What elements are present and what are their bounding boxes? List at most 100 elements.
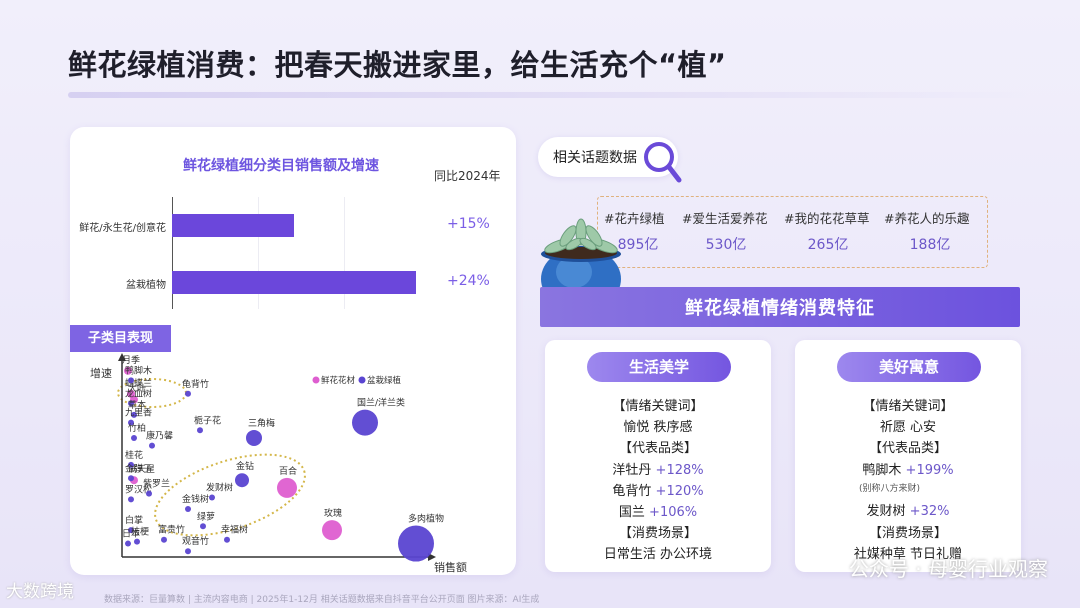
page-title: 鲜花绿植消费：把春天搬进家里，给生活充个“植” (68, 48, 727, 82)
bubble (224, 536, 230, 543)
bubble-label: 观音竹 (182, 535, 209, 547)
bubble (146, 490, 152, 497)
bar-growth-label: +15% (447, 216, 490, 232)
bubble-label: 金弹子 (125, 462, 152, 474)
y-axis-arrow (118, 353, 126, 361)
bubble (197, 427, 203, 434)
topic-count: 188亿 (909, 237, 951, 253)
bubble (149, 442, 155, 449)
product-row: 发财树 +32% (795, 500, 1021, 519)
bubble-label: 桔梗 (131, 526, 149, 538)
product-name: 龟背竹 (612, 484, 652, 499)
product-name: 发财树 (866, 504, 906, 519)
keyword-values: 祈愿 心安 (879, 420, 937, 435)
bubble-label: 玫瑰 (324, 507, 342, 519)
scene-header: 【消费场景】 (618, 526, 697, 541)
legend-label: 鲜花花材 (321, 375, 356, 386)
scene-header: 【消费场景】 (868, 526, 947, 541)
feature-title: 美好寓意 (837, 352, 981, 382)
bubble (277, 477, 297, 498)
bubble-label: 绿萝 (197, 510, 215, 522)
y-axis-label: 增速 (90, 366, 112, 380)
highlight-ellipse (154, 453, 306, 537)
watermark-right: 公众号 · 母婴行业观察 (848, 557, 1048, 581)
topic-box: #花卉绿植 #爱生活爱养花 #我的花花草草 #养花人的乐趣 895亿 530亿 … (597, 196, 988, 268)
topic-tag: #花卉绿植 (604, 211, 665, 226)
topic-count: 265亿 (807, 237, 849, 253)
grid-line (258, 197, 259, 309)
bubble-label: 桂花 (125, 449, 143, 461)
bar (172, 214, 294, 237)
topic-count: 530亿 (705, 237, 747, 253)
product-note: (别称八方来财) (859, 484, 921, 494)
topic-tag: #我的花花草草 (784, 211, 870, 226)
bubble (322, 520, 342, 541)
bubble (185, 548, 191, 555)
product-name: 国兰 (618, 505, 645, 520)
product-row: 鸭脚木 +199% (795, 459, 1021, 478)
magnifier-icon (644, 142, 682, 183)
bubble (124, 366, 132, 375)
bubble-label: 竹柏 (128, 422, 146, 434)
product-row: 龟背竹 +120% (545, 480, 771, 499)
bubble (131, 411, 137, 418)
bubble-label: 金钻 (236, 460, 254, 472)
bubble-label: 金钱树 (182, 493, 209, 505)
product-growth: +106% (649, 505, 698, 520)
bar-growth-label: +24% (447, 273, 490, 289)
category-chart-card: 鲜花绿植细分类目销售额及增速 同比2024年 鲜花/永生花/创意花 +15% 盆栽植… (70, 127, 516, 575)
bubble (128, 419, 134, 426)
product-growth: +199% (905, 463, 954, 478)
bubble-label: 栀子花 (194, 414, 221, 426)
feature-card-aesthetics: 生活美学 【情绪关键词】 愉悦 秩序感 【代表品类】 洋牡丹 +128% 龟背竹… (545, 340, 771, 572)
product-header: 【代表品类】 (618, 441, 697, 456)
product-growth: +32% (909, 504, 950, 519)
bubble-label: 多肉植物 (408, 513, 444, 525)
bubble-label: 幸福树 (221, 524, 248, 536)
bubble-label: 满天星 (128, 464, 155, 475)
keyword-header: 【情绪关键词】 (862, 399, 954, 414)
bubble (128, 377, 134, 384)
title-underline (68, 92, 1028, 98)
bubble-label: 龙血树 (125, 387, 152, 399)
x-axis-arrow (428, 553, 436, 561)
subcategory-tag: 子类目表现 (70, 325, 171, 352)
topic-header-label: 相关话题数据 (553, 150, 637, 166)
topic-tag: #爱生活爱养花 (682, 211, 768, 226)
source-note: 数据来源：巨量算数 | 主流内容电商 | 2025年1-12月 相关话题数据来自… (104, 595, 540, 605)
bar (172, 271, 416, 294)
bubble (209, 494, 215, 501)
bubble (131, 434, 137, 441)
bubble-label: 月季 (122, 354, 140, 366)
product-name: 鸭脚木 (862, 463, 902, 478)
bubble (128, 400, 134, 407)
bubble (185, 506, 191, 512)
bubble (134, 538, 140, 545)
topic-count: 895亿 (617, 237, 659, 253)
keyword-values: 愉悦 秩序感 (623, 420, 693, 435)
bubble (352, 409, 378, 436)
bubble (128, 527, 134, 534)
bubble-label: 白掌 (125, 514, 143, 526)
product-row: 洋牡丹 +128% (545, 459, 771, 478)
bubble (161, 536, 167, 543)
legend-marker (358, 376, 366, 384)
x-axis-label: 销售额 (434, 560, 467, 574)
bubble-label: 罗汉松 (125, 483, 152, 495)
bubble-label: 鸭脚木 (125, 364, 152, 376)
product-name: 洋牡丹 (612, 463, 652, 478)
product-growth: +120% (655, 484, 704, 499)
bubble (398, 525, 434, 562)
bar-category-label: 盆栽植物 (126, 280, 166, 291)
yoy-header: 同比2024年 (434, 169, 501, 183)
bubble-label: 日本 (122, 528, 140, 540)
bubble-label: 紫罗兰 (143, 478, 170, 490)
chart-title: 鲜花绿植细分类目销售额及增速 (183, 158, 379, 174)
banner-label: 鲜花绿植情绪消费特征 (685, 298, 875, 319)
bubble-label: 龟背竹 (182, 378, 209, 390)
topic-tag: #养花人的乐趣 (884, 211, 970, 226)
footer: 数据来源：巨量算数 | 主流内容电商 | 2025年1-12月 相关话题数据来自… (0, 588, 1080, 608)
keyword-header: 【情绪关键词】 (612, 399, 704, 414)
bar-axis (172, 197, 173, 309)
